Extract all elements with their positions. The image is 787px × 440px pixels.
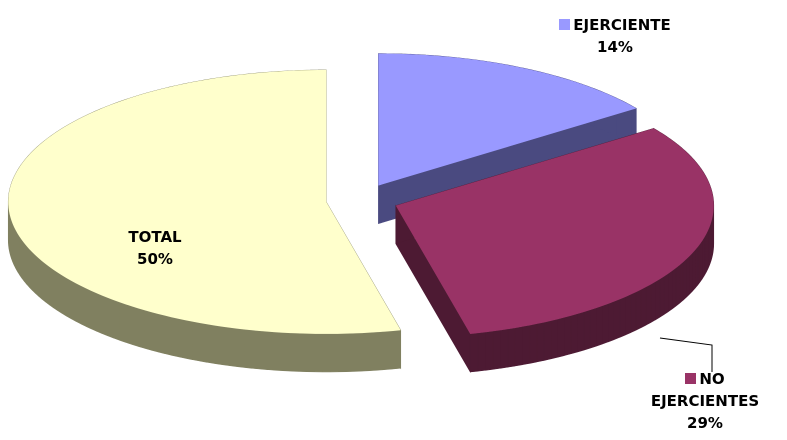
data-label: TOTAL 50% — [100, 226, 210, 270]
category-label: TOTAL — [128, 228, 182, 246]
value-label: 50% — [137, 250, 173, 268]
leader-line — [659, 337, 713, 372]
value-label: 29% — [687, 414, 723, 432]
label-swatch — [685, 373, 697, 384]
slice — [395, 128, 714, 334]
data-label: EJERCIENTE 14% — [520, 14, 710, 58]
slice — [8, 69, 401, 334]
data-label: NO EJERCIENTES 29% — [630, 368, 780, 434]
category-label: NO EJERCIENTES — [650, 370, 760, 410]
label-swatch — [559, 19, 571, 30]
value-label: 14% — [597, 38, 633, 56]
slice — [378, 53, 637, 186]
category-label: EJERCIENTE — [573, 16, 671, 34]
